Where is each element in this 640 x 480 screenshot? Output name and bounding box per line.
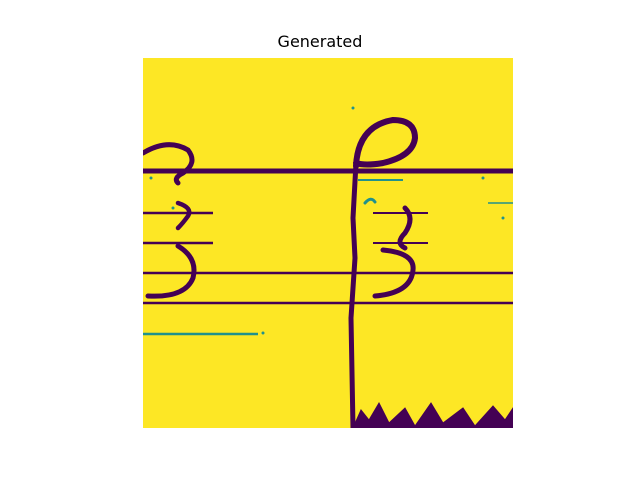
speckle-5 [351,106,355,110]
speckle-2 [149,176,153,180]
generated-image [143,58,513,428]
speckle-1 [171,206,175,210]
speckle-6 [261,331,265,335]
speckle-3 [481,176,485,180]
right-curve-bottom [372,247,416,299]
speckle-4 [501,216,505,220]
generated-image-panel [143,58,513,428]
small-hook [363,197,377,205]
left-curve-top [143,142,195,186]
left-curve-bottom [145,243,197,299]
top-curl [353,116,419,169]
figure-title: Generated [277,32,363,51]
bottom-jagged-marks [352,401,513,428]
left-curve-middle [175,200,192,231]
right-curve-middle [397,205,413,251]
vertical-stem [348,160,359,428]
